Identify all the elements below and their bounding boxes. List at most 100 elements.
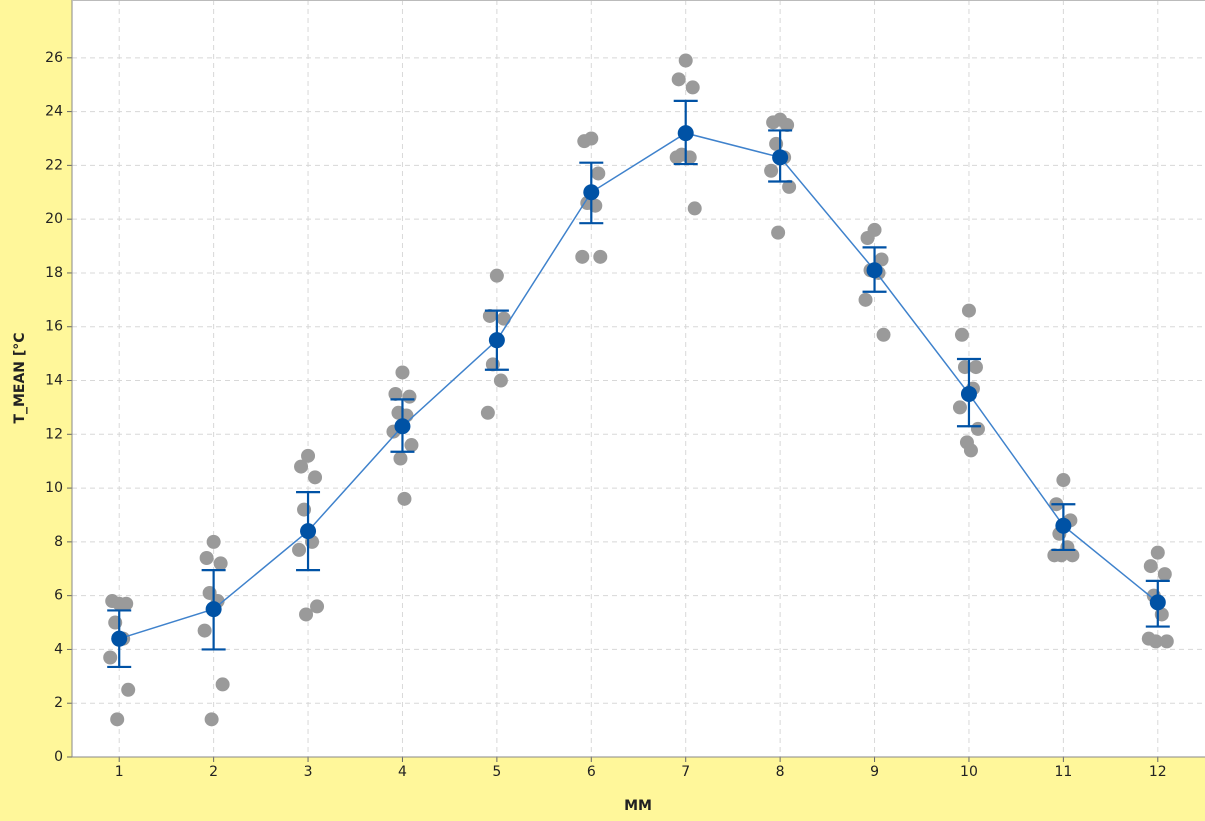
data-point [780,118,795,133]
data-point [963,443,978,458]
mean-point [394,418,411,435]
y-tick-label: 26 [45,50,63,66]
mean-point [583,184,600,201]
mean-point [205,601,222,618]
data-point [308,470,323,485]
y-tick-label: 6 [54,588,63,604]
y-tick-label: 10 [45,480,63,496]
mean-point [300,523,317,540]
data-point [110,712,125,727]
x-tick-label: 2 [209,764,218,780]
x-tick-label: 5 [492,764,501,780]
y-tick-label: 8 [54,534,63,550]
data-point [1143,559,1158,574]
x-tick-label: 4 [398,764,407,780]
data-point [496,311,511,326]
data-point [671,72,686,87]
data-point [782,179,797,194]
data-point [204,712,219,727]
data-point [1148,634,1163,649]
data-point [858,292,873,307]
data-point [685,80,700,95]
mean-point [866,262,883,279]
data-point [766,115,781,130]
data-point [952,400,967,415]
data-point [874,252,889,267]
x-tick-label: 11 [1054,764,1072,780]
data-point [393,451,408,466]
y-tick-label: 4 [54,641,63,657]
plot-area [72,0,1205,757]
mean-point [960,385,977,402]
data-point [480,405,495,420]
data-point [206,534,221,549]
data-point [577,134,592,149]
x-axis-label: MM [624,798,652,814]
x-tick-label: 12 [1149,764,1167,780]
y-tick-label: 12 [45,426,63,442]
mean-point [772,149,789,166]
mean-point [1149,594,1166,611]
data-point [402,389,417,404]
data-point [678,53,693,68]
x-tick-label: 9 [870,764,879,780]
mean-point [488,332,505,349]
x-tick-label: 3 [304,764,313,780]
data-point [593,249,608,264]
data-point [199,551,214,566]
data-point [1159,634,1174,649]
data-point [1056,473,1071,488]
data-point [105,594,120,609]
data-point [213,556,228,571]
mean-point [1055,517,1072,534]
y-tick-label: 0 [54,749,63,765]
mean-point [677,125,694,142]
x-tick-label: 7 [681,764,690,780]
data-point [970,421,985,436]
data-point [197,623,212,638]
x-tick-label: 1 [115,764,124,780]
y-tick-label: 14 [45,373,63,389]
data-point [575,249,590,264]
data-point [493,373,508,388]
data-point [397,491,412,506]
data-point [388,386,403,401]
data-point [294,459,309,474]
data-point [1054,548,1069,563]
data-point [771,225,786,240]
data-point [687,201,702,216]
data-point [395,365,410,380]
data-point [292,542,307,557]
data-point [482,308,497,323]
mean-point [111,630,128,647]
y-tick-label: 16 [45,319,63,335]
data-point [954,327,969,342]
y-tick-label: 22 [45,157,63,173]
data-point [310,599,325,614]
data-point [119,596,134,611]
data-point [215,677,230,692]
data-point [968,360,983,375]
data-point [301,448,316,463]
data-point [591,166,606,181]
data-point [860,230,875,245]
x-tick-label: 8 [776,764,785,780]
y-tick-label: 24 [45,104,63,120]
data-point [669,150,684,165]
data-point [1157,567,1172,582]
data-point [1065,548,1080,563]
y-tick-label: 18 [45,265,63,281]
data-point [764,163,779,178]
y-tick-label: 2 [54,695,63,711]
data-point [299,607,314,622]
data-point [103,650,118,665]
x-tick-label: 6 [587,764,596,780]
data-point [961,303,976,318]
data-point [876,327,891,342]
y-tick-label: 20 [45,211,63,227]
data-point [404,438,419,453]
data-point [1150,545,1165,560]
data-point [121,682,136,697]
data-point [489,268,504,283]
